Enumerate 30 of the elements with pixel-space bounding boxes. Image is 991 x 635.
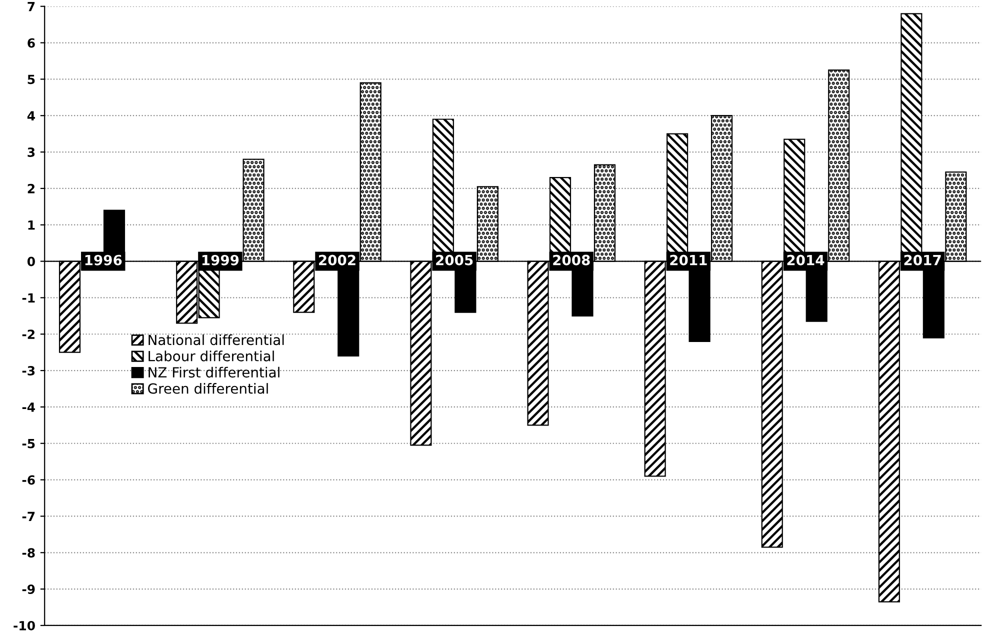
- x-tick-label: 1996: [85, 254, 122, 266]
- x-tick-label: 2008: [553, 254, 590, 266]
- y-tick-label: -3: [22, 366, 35, 376]
- legend-label: Green differential: [148, 383, 268, 394]
- y-tick-label: 6: [28, 38, 35, 48]
- y-tick-label: 3: [28, 148, 35, 157]
- y-tick-label: 0: [27, 256, 35, 266]
- y-tick-label: -1: [22, 293, 35, 302]
- y-tick-label: 7: [28, 2, 35, 12]
- legend-label: Labour differential: [148, 350, 274, 362]
- x-tick-label: 1999: [202, 254, 239, 266]
- y-tick-label: -5: [22, 439, 35, 448]
- x-tick-label: 2002: [319, 254, 356, 266]
- legend-label: National differential: [148, 334, 284, 346]
- legend-label: NZ First differential: [148, 366, 280, 378]
- y-tick-label: -7: [22, 512, 35, 521]
- y-tick-label: -10: [14, 620, 35, 630]
- y-tick-label: -2: [22, 330, 34, 339]
- x-tick-label: 2011: [670, 254, 707, 266]
- y-tick-label: 4: [27, 111, 35, 120]
- y-tick-label: -6: [22, 475, 35, 485]
- y-tick-label: -9: [22, 584, 35, 594]
- y-tick-label: 2: [28, 184, 34, 194]
- y-tick-label: 5: [28, 74, 35, 84]
- y-tick-label: 1: [28, 220, 35, 230]
- x-tick-label: 2014: [787, 254, 824, 266]
- x-tick-label: 2017: [904, 254, 941, 266]
- y-tick-label: -8: [22, 548, 35, 558]
- x-tick-label: 2005: [436, 254, 473, 266]
- y-tick-label: -4: [22, 402, 35, 412]
